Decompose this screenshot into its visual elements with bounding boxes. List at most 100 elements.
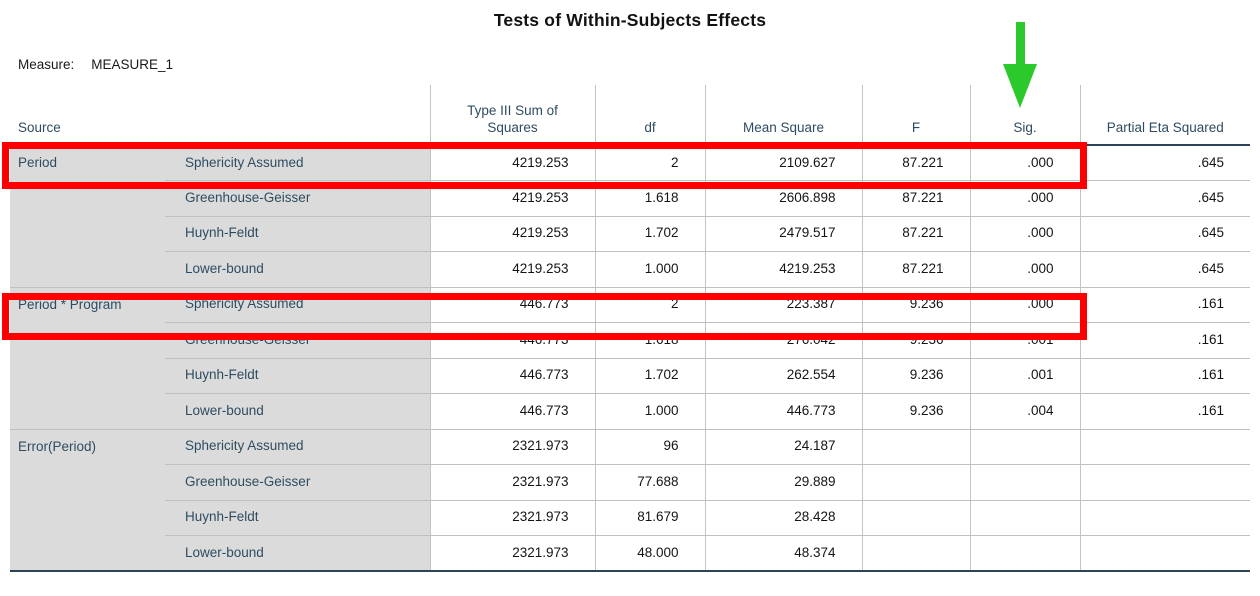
correction-cell: Huynh-Feldt xyxy=(165,500,430,536)
value-cell-df: 1.702 xyxy=(594,216,705,252)
value-cell-ms: 2606.898 xyxy=(704,180,862,217)
col-header-f: F xyxy=(861,85,970,146)
correction-cell: Greenhouse-Geisser xyxy=(165,464,430,501)
value-cell-eta xyxy=(1079,464,1250,501)
value-cell-ms: 4219.253 xyxy=(704,251,862,288)
within-subjects-effects-table[interactable]: Source Type III Sum of Squares df Mean S… xyxy=(10,85,1250,572)
correction-cell: Greenhouse-Geisser xyxy=(165,180,430,217)
value-cell-ss: 4219.253 xyxy=(429,251,595,288)
value-cell-eta: .645 xyxy=(1079,180,1250,217)
value-cell-df: 2 xyxy=(594,145,705,181)
value-cell-df: 48.000 xyxy=(594,535,705,572)
value-cell-eta: .645 xyxy=(1079,145,1250,181)
correction-cell: Lower-bound xyxy=(165,251,430,288)
value-cell-f: 87.221 xyxy=(861,216,970,252)
measure-value: MEASURE_1 xyxy=(91,57,174,72)
value-cell-df: 96 xyxy=(594,429,705,465)
value-cell-ms: 2109.627 xyxy=(704,145,862,181)
source-cell: Period * Program xyxy=(10,287,165,430)
col-header-mean-square: Mean Square xyxy=(704,85,862,146)
value-cell-sig: .000 xyxy=(969,287,1080,323)
value-cell-f: 87.221 xyxy=(861,180,970,217)
value-cell-df: 1.000 xyxy=(594,393,705,430)
table-row: Lower-bound 446.773 1.000 446.773 9.236.004.… xyxy=(10,393,1250,430)
value-cell-eta xyxy=(1079,500,1250,536)
value-cell-ms: 223.387 xyxy=(704,287,862,323)
table-row: Greenhouse-Geisser 446.773 1.618 276.042 9.2… xyxy=(10,322,1250,359)
value-cell-ss: 4219.253 xyxy=(429,180,595,217)
col-header-partial-eta-squared: Partial Eta Squared xyxy=(1079,85,1250,146)
header-row: Source Type III Sum of Squares df Mean S… xyxy=(10,85,1250,146)
correction-cell: Lower-bound xyxy=(165,393,430,430)
value-cell-sig xyxy=(969,500,1080,536)
value-cell-ms: 276.042 xyxy=(704,322,862,359)
value-cell-f xyxy=(861,429,970,465)
value-cell-f: 87.221 xyxy=(861,145,970,181)
measure-label: Measure: xyxy=(18,57,75,72)
table-row: Greenhouse-Geisser 4219.253 1.618 2606.898 8… xyxy=(10,180,1250,217)
value-cell-eta: .161 xyxy=(1079,322,1250,359)
value-cell-eta: .161 xyxy=(1079,287,1250,323)
value-cell-sig: .000 xyxy=(969,216,1080,252)
value-cell-sig: .001 xyxy=(969,358,1080,394)
col-header-df: df xyxy=(594,85,705,146)
value-cell-sig: .000 xyxy=(969,251,1080,288)
value-cell-sig: .000 xyxy=(969,180,1080,217)
value-cell-df: 1.618 xyxy=(594,322,705,359)
table-row: Error(Period) Sphericity Assumed 2321.973 9… xyxy=(10,429,1250,572)
correction-cell: Sphericity Assumed xyxy=(165,429,430,465)
value-cell-sig: .000 xyxy=(969,145,1080,181)
correction-cell: Sphericity Assumed xyxy=(165,287,430,323)
value-cell-sig xyxy=(969,535,1080,572)
value-cell-sig: .004 xyxy=(969,393,1080,430)
value-cell-sig xyxy=(969,429,1080,465)
value-cell-f: 9.236 xyxy=(861,322,970,359)
table-row: Period * Program Sphericity Assumed 446.77… xyxy=(10,287,1250,430)
value-cell-eta xyxy=(1079,535,1250,572)
correction-cell: Huynh-Feldt xyxy=(165,216,430,252)
value-cell-eta xyxy=(1079,429,1250,465)
value-cell-sig xyxy=(969,464,1080,501)
value-cell-ms: 48.374 xyxy=(704,535,862,572)
value-cell-ss: 2321.973 xyxy=(429,429,595,465)
correction-cell: Sphericity Assumed xyxy=(165,145,430,181)
value-cell-ss: 4219.253 xyxy=(429,216,595,252)
value-cell-ss: 4219.253 xyxy=(429,145,595,181)
value-cell-eta: .645 xyxy=(1079,216,1250,252)
value-cell-df: 81.679 xyxy=(594,500,705,536)
value-cell-f: 87.221 xyxy=(861,251,970,288)
correction-cell: Greenhouse-Geisser xyxy=(165,322,430,359)
value-cell-f xyxy=(861,535,970,572)
value-cell-eta: .161 xyxy=(1079,393,1250,430)
value-cell-f xyxy=(861,464,970,501)
value-cell-f: 9.236 xyxy=(861,358,970,394)
measure-line: Measure: MEASURE_1 xyxy=(18,57,173,72)
value-cell-df: 1.000 xyxy=(594,251,705,288)
value-cell-df: 77.688 xyxy=(594,464,705,501)
table-row: Period Sphericity Assumed 4219.253 2 2109.62… xyxy=(10,145,1250,288)
col-header-sig: Sig. xyxy=(969,85,1080,146)
value-cell-ms: 446.773 xyxy=(704,393,862,430)
source-cell: Period xyxy=(10,145,165,288)
value-cell-f xyxy=(861,500,970,536)
value-cell-df: 2 xyxy=(594,287,705,323)
table-row: Lower-bound 4219.253 1.000 4219.253 87.221.0… xyxy=(10,251,1250,288)
value-cell-ss: 446.773 xyxy=(429,322,595,359)
value-cell-ss: 2321.973 xyxy=(429,500,595,536)
col-header-source: Source xyxy=(10,85,430,146)
value-cell-ss: 446.773 xyxy=(429,287,595,323)
col-header-type-iii-sum: Type III Sum of Squares xyxy=(429,85,595,146)
value-cell-ms: 28.428 xyxy=(704,500,862,536)
table-row: Lower-bound 2321.973 48.000 48.374 xyxy=(10,535,1250,572)
correction-cell: Huynh-Feldt xyxy=(165,358,430,394)
value-cell-f: 9.236 xyxy=(861,287,970,323)
table-row: Greenhouse-Geisser 2321.973 77.688 29.889 xyxy=(10,464,1250,501)
value-cell-sig: .001 xyxy=(969,322,1080,359)
value-cell-df: 1.702 xyxy=(594,358,705,394)
value-cell-ss: 2321.973 xyxy=(429,464,595,501)
source-cell: Error(Period) xyxy=(10,429,165,572)
table-row: Huynh-Feldt 4219.253 1.702 2479.517 87.221.0… xyxy=(10,216,1250,252)
correction-cell: Lower-bound xyxy=(165,535,430,572)
value-cell-eta: .161 xyxy=(1079,358,1250,394)
